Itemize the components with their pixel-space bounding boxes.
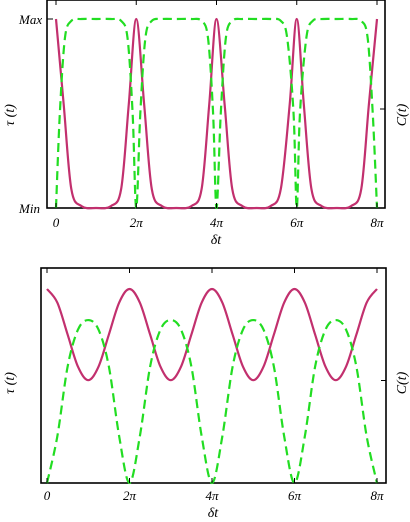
bottom-xtick-label: 2π	[123, 488, 137, 503]
bottom-xtick-label: 0	[44, 488, 51, 503]
bottom-right-axis-label: C(t)	[395, 371, 410, 394]
top-series-solid-line	[54, 17, 379, 210]
top-xtick-label: 4π	[210, 215, 224, 230]
bottom-x-axis-label: δt	[208, 506, 220, 521]
top-xtick-label: 8π	[370, 215, 384, 230]
bottom-xtick-label: 4π	[205, 488, 219, 503]
top-left-axis-label: τ (t)	[3, 104, 18, 126]
bottom-left-axis-label: τ (t)	[3, 372, 18, 394]
top-right-axis-label: C(t)	[395, 103, 410, 126]
top-series-dashed-line	[54, 17, 379, 210]
bottom-series-solid-line	[46, 287, 378, 382]
top-xtick-label: 2π	[130, 215, 144, 230]
top-ytick-min: Min	[18, 201, 40, 216]
bottom-chart-panel: τ (t) C(t) δt 0 2π 4π 6π 8π	[3, 267, 410, 521]
bottom-xtick-label: 6π	[288, 488, 302, 503]
top-xtick-label: 6π	[290, 215, 304, 230]
bottom-series-dashed-line	[45, 318, 379, 485]
top-ytick-max: Max	[18, 12, 42, 27]
top-xtick-label: 0	[53, 215, 60, 230]
bottom-xtick-label: 8π	[370, 488, 384, 503]
top-chart-panel: Max Min τ (t) C(t) δt 0 2π 4π 6π 8π	[3, 0, 410, 248]
top-x-axis-label: δt	[211, 233, 223, 248]
